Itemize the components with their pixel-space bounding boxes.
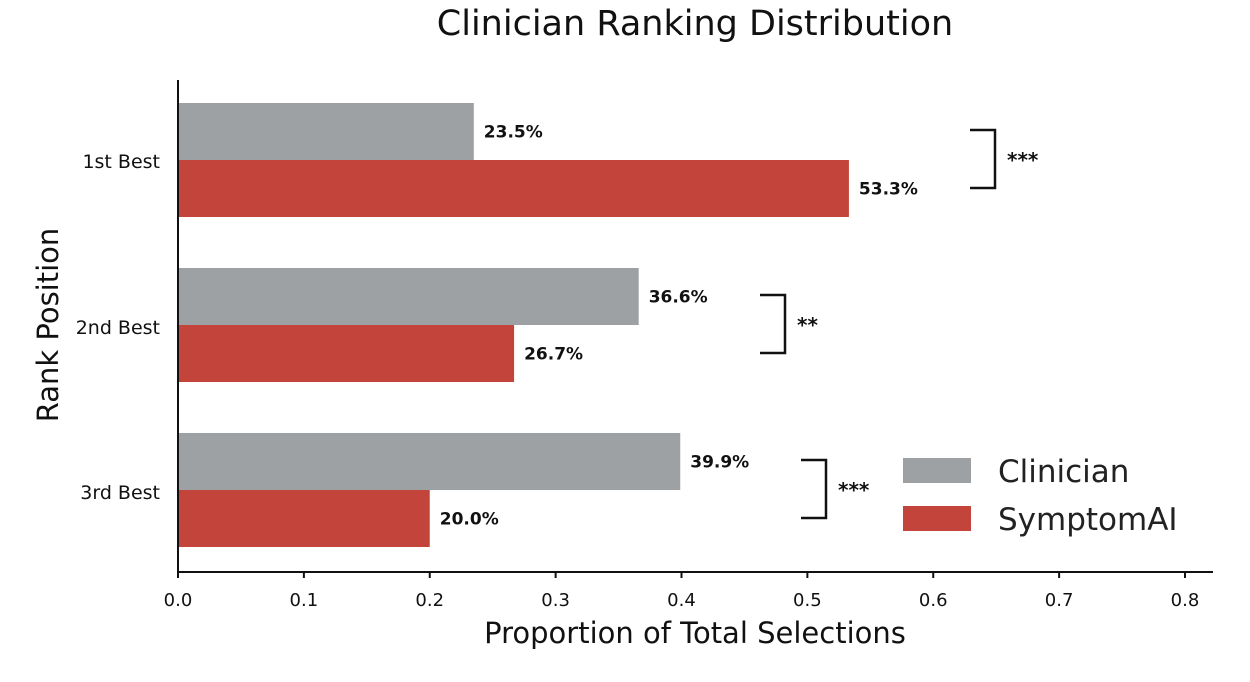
bar-symptomai-1	[178, 160, 849, 217]
x-tick-label: 0.1	[290, 590, 319, 611]
x-tick-label: 0.0	[164, 590, 193, 611]
x-tick-label: 0.3	[541, 590, 570, 611]
category-label: 2nd Best	[76, 317, 160, 339]
data-label-symptomai-2: 26.7%	[524, 345, 583, 365]
significance-marker: ***	[838, 478, 870, 502]
x-tick-label: 0.7	[1045, 590, 1074, 611]
y-axis-title: Rank Position	[31, 228, 65, 423]
significance-marker: ***	[1007, 148, 1039, 172]
bar-symptomai-3	[178, 490, 430, 547]
bar-clinician-2	[178, 268, 639, 325]
bar-clinician-1	[178, 103, 474, 160]
significance-bracket	[970, 128, 997, 190]
data-label-symptomai-1: 53.3%	[859, 180, 918, 200]
category-label: 3rd Best	[80, 482, 160, 504]
x-tick-label: 0.6	[919, 590, 948, 611]
x-tick-label: 0.8	[1171, 590, 1200, 611]
plot-area: 23.5% 36.6% 39.9% 53.3% 26.7% 20.0% 1st Best 2n…	[76, 80, 1213, 611]
legend-label-clinician: Clinician	[998, 454, 1129, 490]
x-tick-label: 0.4	[667, 590, 696, 611]
data-label-clinician-3: 39.9%	[690, 453, 749, 473]
x-axis-title: Proportion of Total Selections	[484, 616, 906, 650]
legend-swatch-clinician	[903, 458, 971, 483]
x-tick-label: 0.2	[415, 590, 444, 611]
category-label: 1st Best	[82, 151, 160, 173]
data-label-clinician-2: 36.6%	[649, 288, 708, 308]
x-tick-label: 0.5	[793, 590, 822, 611]
significance-bracket	[760, 293, 787, 355]
legend: Clinician SymptomAI	[903, 454, 1178, 538]
legend-label-symptomai: SymptomAI	[998, 502, 1178, 538]
data-label-clinician-1: 23.5%	[484, 123, 543, 143]
legend-swatch-symptomai	[903, 506, 971, 531]
significance-marker: **	[797, 313, 818, 337]
bar-symptomai-2	[178, 325, 515, 382]
significance-bracket	[801, 458, 828, 520]
data-label-symptomai-3: 20.0%	[440, 510, 499, 530]
bar-clinician-3	[178, 433, 681, 490]
chart-title: Clinician Ranking Distribution	[437, 4, 953, 44]
